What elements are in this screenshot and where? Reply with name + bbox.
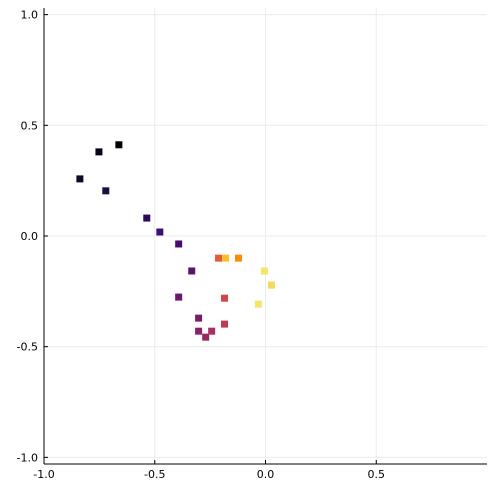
point	[208, 327, 216, 335]
point	[234, 254, 242, 262]
x-tick-label: 0.5	[368, 468, 386, 481]
point	[215, 254, 223, 262]
point	[267, 281, 275, 289]
x-tick-label: 0.0	[257, 468, 275, 481]
y-tick-label: 0.0	[21, 230, 39, 243]
y-tick-label: -1.0	[17, 451, 38, 464]
y-tick-label: -0.5	[17, 341, 38, 354]
point	[188, 267, 196, 275]
y-tick-label: 0.5	[21, 119, 39, 132]
point	[143, 214, 151, 222]
point	[102, 187, 110, 195]
point	[260, 267, 268, 275]
point	[202, 333, 210, 341]
point	[95, 148, 103, 156]
point	[175, 240, 183, 248]
x-tick-label: -0.5	[144, 468, 165, 481]
point	[221, 294, 229, 302]
point	[76, 175, 84, 183]
point	[115, 141, 123, 149]
point	[222, 254, 230, 262]
point	[195, 314, 203, 322]
point	[254, 300, 262, 308]
y-tick-label: 1.0	[21, 9, 39, 22]
point	[175, 293, 183, 301]
point	[195, 327, 203, 335]
point	[156, 228, 164, 236]
point	[221, 320, 229, 328]
x-tick-label: -1.0	[33, 468, 54, 481]
